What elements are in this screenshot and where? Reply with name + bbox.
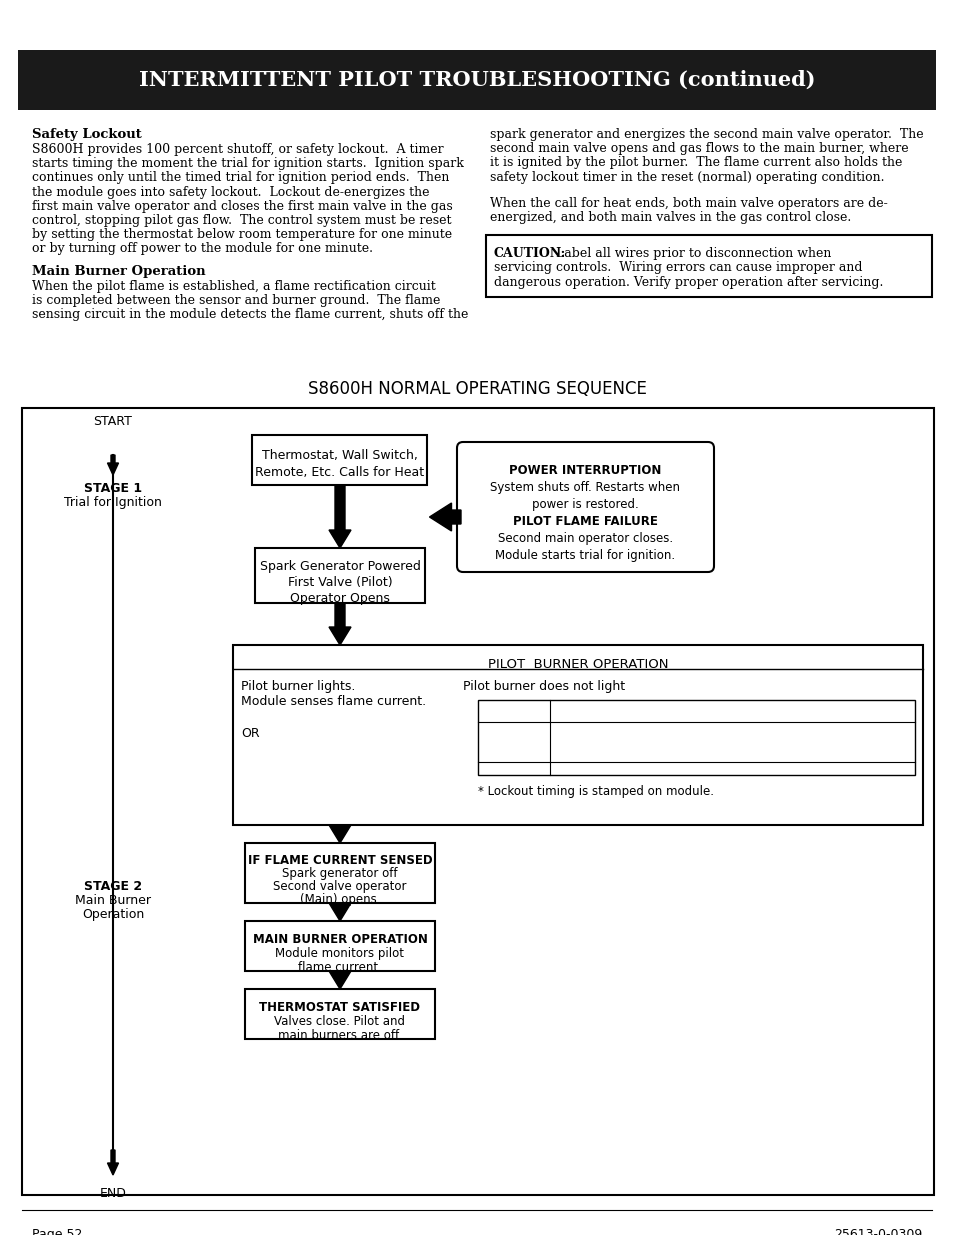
Bar: [245, 844, 435, 903]
Text: Module senses flame current.: Module senses flame current.: [241, 695, 426, 708]
Text: STAGE 2: STAGE 2: [84, 881, 142, 893]
Polygon shape: [108, 454, 118, 475]
Text: the module goes into safety lockout.  Lockout de-energizes the: the module goes into safety lockout. Loc…: [32, 185, 429, 199]
Text: energized, and both main valves in the gas control close.: energized, and both main valves in the g…: [490, 211, 850, 224]
Text: S8600H provides 100 percent shutoff, or safety lockout.  A timer: S8600H provides 100 percent shutoff, or …: [32, 143, 443, 156]
Text: Remote, Etc. Calls for Heat: Remote, Etc. Calls for Heat: [255, 466, 424, 479]
Bar: [245, 921, 435, 971]
Text: Main Burner: Main Burner: [75, 894, 151, 906]
Text: MODULE: MODULE: [481, 713, 533, 725]
Text: by setting the thermostat below room temperature for one minute: by setting the thermostat below room tem…: [32, 228, 452, 241]
Text: S8600H: S8600H: [481, 732, 527, 745]
Polygon shape: [429, 503, 460, 531]
Text: System shuts off. Restarts when: System shuts off. Restarts when: [490, 480, 679, 494]
Text: END: END: [99, 1187, 127, 1200]
Bar: [233, 645, 923, 825]
Text: first main valve operator and closes the first main valve in the gas: first main valve operator and closes the…: [32, 200, 453, 212]
Text: Second valve operator: Second valve operator: [273, 881, 406, 893]
Polygon shape: [329, 485, 351, 548]
Text: THERMOSTAT SATISFIED: THERMOSTAT SATISFIED: [259, 1002, 420, 1014]
Text: Trial for Ignition: Trial for Ignition: [64, 496, 162, 509]
Text: Main Burner Operation: Main Burner Operation: [32, 264, 206, 278]
Text: sensing circuit in the module detects the flame current, shuts off the: sensing circuit in the module detects th…: [32, 308, 468, 321]
Text: Valves close. Pilot and: Valves close. Pilot and: [274, 1015, 405, 1028]
Text: PILOT  BURNER OPERATION: PILOT BURNER OPERATION: [487, 658, 667, 671]
Text: CAUTION:: CAUTION:: [494, 247, 566, 261]
Text: is completed between the sensor and burner ground.  The flame: is completed between the sensor and burn…: [32, 294, 440, 306]
Text: Operator Opens: Operator Opens: [290, 592, 390, 605]
Bar: [245, 989, 435, 1039]
Text: safety lockout timer in the reset (normal) operating condition.: safety lockout timer in the reset (norma…: [490, 170, 883, 184]
Text: When the pilot flame is established, a flame rectification circuit: When the pilot flame is established, a f…: [32, 279, 436, 293]
Text: flame current.: flame current.: [297, 961, 381, 974]
Polygon shape: [329, 603, 351, 645]
Polygon shape: [329, 971, 351, 989]
Text: Pilot burner lights.: Pilot burner lights.: [241, 680, 355, 693]
Bar: [477, 700, 914, 776]
Text: second main valve opens and gas flows to the main burner, where: second main valve opens and gas flows to…: [490, 142, 907, 156]
FancyBboxPatch shape: [456, 442, 713, 572]
Text: MAIN BURNER OPERATION: MAIN BURNER OPERATION: [253, 932, 427, 946]
Text: Operation: Operation: [82, 908, 144, 921]
Text: control, stopping pilot gas flow.  The control system must be reset: control, stopping pilot gas flow. The co…: [32, 214, 451, 227]
Text: After 90 seconds*pilot valve: After 90 seconds*pilot valve: [555, 732, 720, 745]
Text: * Lockout timing is stamped on module.: * Lockout timing is stamped on module.: [477, 785, 713, 798]
Text: Pilot burner does not light: Pilot burner does not light: [462, 680, 624, 693]
Text: it is ignited by the pilot burner.  The flame current also holds the: it is ignited by the pilot burner. The f…: [490, 157, 902, 169]
Text: PILOT FLAME FAILURE: PILOT FLAME FAILURE: [513, 515, 658, 529]
Text: closes, spark stops.: closes, spark stops.: [555, 745, 670, 758]
Polygon shape: [108, 1150, 118, 1174]
Text: starts timing the moment the trial for ignition starts.  Ignition spark: starts timing the moment the trial for i…: [32, 157, 463, 170]
Text: spark generator and energizes the second main valve operator.  The: spark generator and energizes the second…: [490, 128, 923, 141]
Text: (Main) opens.: (Main) opens.: [299, 893, 380, 906]
Text: Page 52: Page 52: [32, 1228, 82, 1235]
Text: continues only until the timed trial for ignition period ends.  Then: continues only until the timed trial for…: [32, 172, 449, 184]
Text: STAGE 1: STAGE 1: [84, 482, 142, 495]
Bar: [253, 435, 427, 485]
Text: power is restored.: power is restored.: [532, 498, 639, 511]
Bar: [18, 49, 935, 110]
Text: or by turning off power to the module for one minute.: or by turning off power to the module fo…: [32, 242, 373, 256]
Text: 25613-0-0309: 25613-0-0309: [833, 1228, 921, 1235]
Bar: [485, 235, 931, 298]
Text: Module monitors pilot: Module monitors pilot: [275, 947, 404, 960]
Text: S8600H NORMAL OPERATING SEQUENCE: S8600H NORMAL OPERATING SEQUENCE: [307, 380, 646, 398]
Text: Thermostat, Wall Switch,: Thermostat, Wall Switch,: [262, 450, 417, 462]
Bar: [254, 548, 424, 603]
Text: POWER INTERRUPTION: POWER INTERRUPTION: [509, 464, 661, 477]
Text: IF FLAME CURRENT SENSED: IF FLAME CURRENT SENSED: [248, 853, 432, 867]
Text: Module starts trial for ignition.: Module starts trial for ignition.: [495, 550, 675, 562]
Text: RESPONSE: RESPONSE: [555, 713, 617, 725]
Text: Safety Lockout: Safety Lockout: [32, 128, 142, 141]
Text: Second main operator closes.: Second main operator closes.: [497, 532, 673, 545]
Text: When the call for heat ends, both main valve operators are de-: When the call for heat ends, both main v…: [490, 196, 887, 210]
Polygon shape: [329, 825, 351, 844]
Text: OR: OR: [241, 727, 259, 740]
Text: Spark Generator Powered: Spark Generator Powered: [259, 559, 420, 573]
Text: main burners are off.: main burners are off.: [277, 1029, 401, 1042]
Bar: [22, 408, 933, 1195]
Text: Label all wires prior to disconnection when: Label all wires prior to disconnection w…: [552, 247, 830, 261]
Text: dangerous operation. Verify proper operation after servicing.: dangerous operation. Verify proper opera…: [494, 275, 882, 289]
Text: servicing controls.  Wiring errors can cause improper and: servicing controls. Wiring errors can ca…: [494, 262, 862, 274]
Text: START: START: [93, 415, 132, 429]
Text: INTERMITTENT PILOT TROUBLESHOOTING (continued): INTERMITTENT PILOT TROUBLESHOOTING (cont…: [138, 70, 815, 90]
Polygon shape: [329, 903, 351, 921]
Text: Spark generator off: Spark generator off: [282, 867, 397, 881]
Text: First Valve (Pilot): First Valve (Pilot): [288, 576, 392, 589]
